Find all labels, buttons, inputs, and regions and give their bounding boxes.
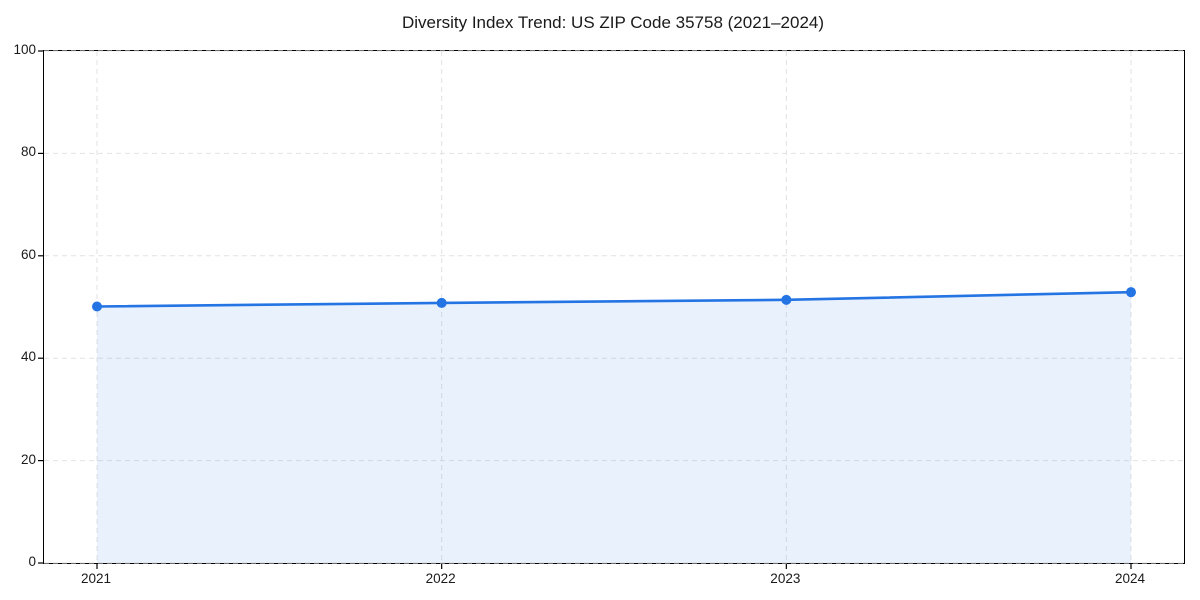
data-point-2023	[781, 294, 792, 305]
y-tick-label: 0	[28, 554, 36, 569]
y-tick-label: 100	[13, 42, 36, 57]
chart-title: Diversity Index Trend: US ZIP Code 35758…	[401, 13, 825, 32]
y-tick-label: 60	[20, 246, 36, 262]
x-tick-label: 2021	[80, 571, 112, 586]
data-point-2024	[1126, 287, 1136, 298]
data-point-2021	[92, 301, 102, 312]
y-tick-label: 80	[20, 144, 36, 160]
trend-line	[95, 290, 1133, 308]
x-tick-label: 2024	[1114, 571, 1146, 586]
data-point-2022	[436, 297, 447, 308]
plot-area	[38, 50, 1185, 569]
line-area-plot	[38, 50, 1184, 569]
area-fill	[97, 292, 1131, 563]
x-tick-label: 2022	[425, 571, 456, 586]
y-tick-label: 40	[20, 349, 36, 365]
x-tick-label: 2023	[770, 571, 801, 586]
y-tick-label: 20	[20, 451, 36, 467]
